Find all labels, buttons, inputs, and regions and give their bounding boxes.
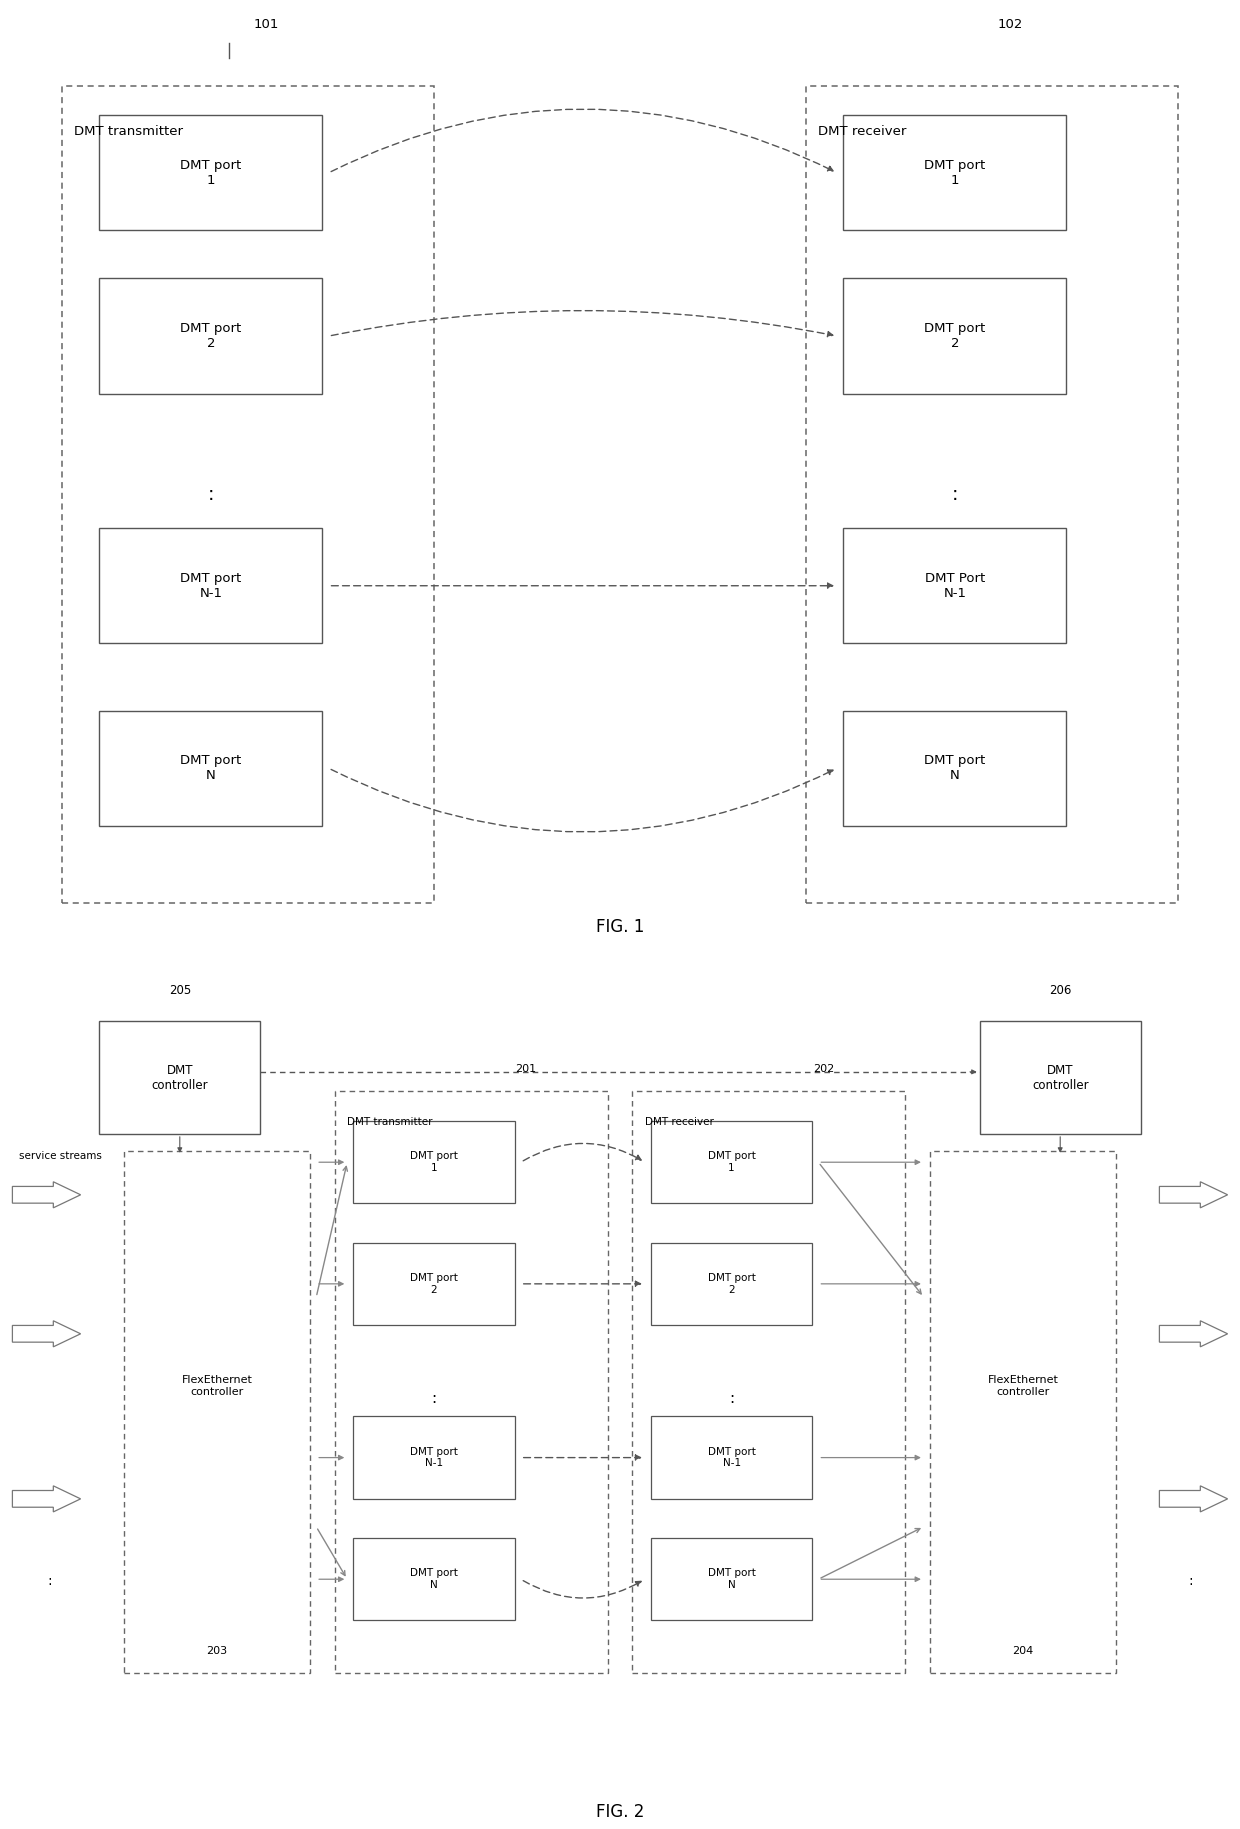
Text: FlexEthernet
controller: FlexEthernet controller [987,1375,1059,1397]
Text: :: : [1188,1575,1193,1588]
Text: 201: 201 [515,1064,537,1074]
Text: 202: 202 [812,1064,835,1074]
Text: FIG. 2: FIG. 2 [595,1803,645,1820]
Text: DMT port
1: DMT port 1 [924,159,986,187]
Text: 204: 204 [1012,1646,1034,1655]
FancyBboxPatch shape [843,278,1066,393]
Text: DMT port
N: DMT port N [708,1569,755,1589]
FancyBboxPatch shape [353,1416,515,1500]
FancyBboxPatch shape [124,1152,310,1672]
Text: DMT
controller: DMT controller [1032,1063,1089,1092]
Text: :: : [729,1392,734,1407]
Text: 102: 102 [998,18,1023,31]
Text: DMT port
2: DMT port 2 [410,1273,458,1295]
Text: service streams: service streams [19,1150,102,1161]
Text: 206: 206 [1049,984,1071,997]
FancyBboxPatch shape [632,1090,905,1672]
FancyBboxPatch shape [651,1121,812,1203]
Text: :: : [207,485,215,505]
FancyBboxPatch shape [62,86,434,904]
Text: FlexEthernet
controller: FlexEthernet controller [181,1375,253,1397]
FancyBboxPatch shape [651,1416,812,1500]
Text: :: : [951,485,959,505]
FancyBboxPatch shape [353,1538,515,1620]
FancyBboxPatch shape [930,1152,1116,1672]
FancyBboxPatch shape [651,1242,812,1324]
Text: DMT port
2: DMT port 2 [180,322,242,349]
FancyBboxPatch shape [843,529,1066,644]
FancyBboxPatch shape [806,86,1178,904]
Text: :: : [432,1392,436,1407]
FancyBboxPatch shape [980,1021,1141,1134]
FancyBboxPatch shape [335,1090,608,1672]
FancyBboxPatch shape [843,710,1066,827]
Text: DMT port
N-1: DMT port N-1 [708,1447,755,1469]
FancyBboxPatch shape [99,1021,260,1134]
FancyBboxPatch shape [353,1121,515,1203]
FancyArrowPatch shape [331,311,833,337]
Text: DMT port
1: DMT port 1 [708,1152,755,1172]
Text: DMT
controller: DMT controller [151,1063,208,1092]
FancyBboxPatch shape [651,1538,812,1620]
Text: FIG. 1: FIG. 1 [595,918,645,936]
Text: DMT port
N-1: DMT port N-1 [180,572,242,600]
Text: DMT port
1: DMT port 1 [180,159,242,187]
Text: DMT port
1: DMT port 1 [410,1152,458,1172]
Text: DMT port
N: DMT port N [924,754,986,783]
Text: DMT port
2: DMT port 2 [708,1273,755,1295]
FancyArrowPatch shape [331,110,833,172]
Text: DMT port
2: DMT port 2 [924,322,986,349]
FancyArrowPatch shape [523,1143,641,1161]
FancyBboxPatch shape [353,1242,515,1324]
FancyArrowPatch shape [523,1580,641,1599]
Text: DMT port
N: DMT port N [180,754,242,783]
Text: DMT transmitter: DMT transmitter [347,1116,433,1127]
Text: 101: 101 [254,18,279,31]
FancyBboxPatch shape [99,115,322,230]
FancyBboxPatch shape [99,529,322,644]
FancyBboxPatch shape [99,710,322,827]
FancyBboxPatch shape [99,278,322,393]
Text: DMT receiver: DMT receiver [645,1116,714,1127]
Text: :: : [47,1575,52,1588]
Text: 203: 203 [206,1646,228,1655]
FancyArrowPatch shape [331,770,833,832]
Text: DMT transmitter: DMT transmitter [74,124,184,137]
Text: 205: 205 [169,984,191,997]
Text: DMT Port
N-1: DMT Port N-1 [925,572,985,600]
FancyBboxPatch shape [843,115,1066,230]
Text: DMT receiver: DMT receiver [818,124,906,137]
Text: DMT port
N: DMT port N [410,1569,458,1589]
Text: DMT port
N-1: DMT port N-1 [410,1447,458,1469]
